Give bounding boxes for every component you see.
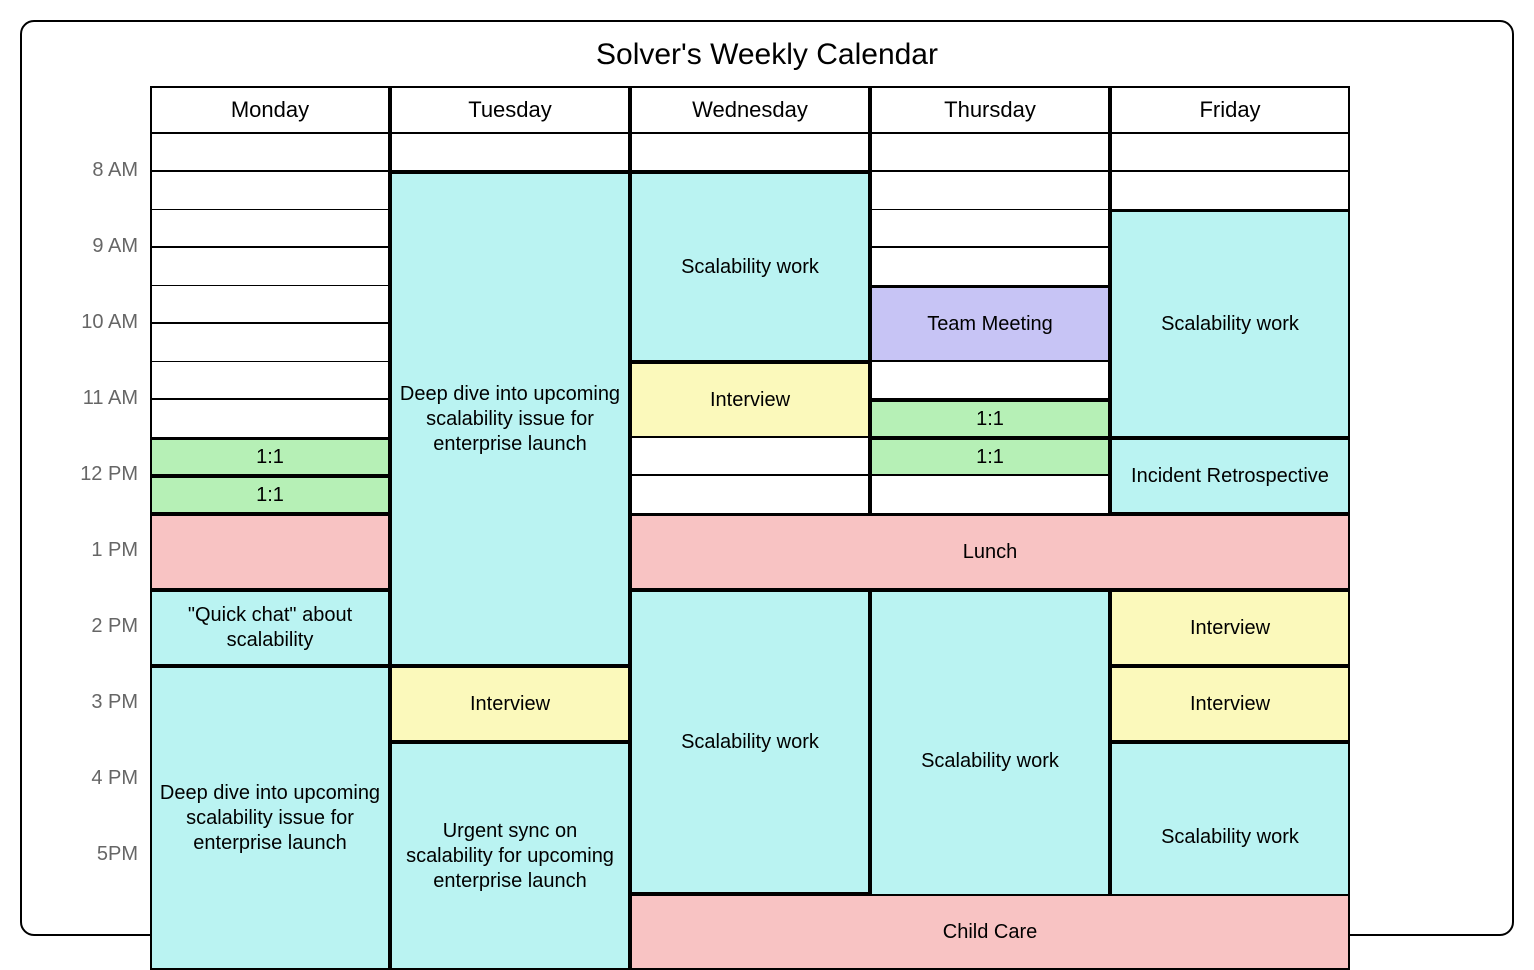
grid-cell bbox=[870, 248, 1110, 286]
time-label: 1 PM bbox=[40, 539, 138, 562]
calendar-event[interactable]: Deep dive into upcoming scalability issu… bbox=[390, 172, 630, 666]
calendar-event[interactable]: 1:1 bbox=[870, 438, 1110, 476]
grid-cell bbox=[150, 362, 390, 400]
grid-cell bbox=[630, 438, 870, 476]
calendar-event[interactable]: Interview bbox=[630, 362, 870, 438]
grid-cell bbox=[150, 324, 390, 362]
time-label: 2 PM bbox=[40, 615, 138, 638]
calendar-event[interactable]: Deep dive into upcoming scalability issu… bbox=[150, 666, 390, 970]
page-title: Solver's Weekly Calendar bbox=[30, 38, 1504, 72]
day-header: Tuesday bbox=[390, 86, 630, 134]
time-label: 5PM bbox=[40, 843, 138, 866]
time-label: 11 AM bbox=[40, 387, 138, 410]
grid-cell bbox=[870, 210, 1110, 248]
calendar-event[interactable]: Incident Retrospective bbox=[1110, 438, 1350, 514]
calendar-event[interactable]: "Quick chat" about scalability bbox=[150, 590, 390, 666]
grid-cell bbox=[150, 400, 390, 438]
time-label: 8 AM bbox=[40, 159, 138, 182]
calendar-event[interactable]: 1:1 bbox=[150, 476, 390, 514]
calendar-event[interactable]: Scalability work bbox=[1110, 210, 1350, 438]
calendar-event[interactable]: 1:1 bbox=[150, 438, 390, 476]
calendar-event[interactable]: 1:1 bbox=[870, 400, 1110, 438]
grid-cell bbox=[630, 134, 870, 172]
grid-cell bbox=[870, 134, 1110, 172]
calendar-event[interactable]: Interview bbox=[1110, 666, 1350, 742]
calendar-frame: Solver's Weekly Calendar MondayTuesdayWe… bbox=[20, 20, 1514, 936]
calendar-event[interactable]: Scalability work bbox=[870, 590, 1110, 932]
day-header: Friday bbox=[1110, 86, 1350, 134]
grid-cell bbox=[150, 286, 390, 324]
calendar-event[interactable]: Team Meeting bbox=[870, 286, 1110, 362]
grid-cell bbox=[150, 210, 390, 248]
grid-cell bbox=[150, 248, 390, 286]
grid-cell bbox=[1110, 134, 1350, 172]
time-label: 9 AM bbox=[40, 235, 138, 258]
calendar-event[interactable] bbox=[150, 514, 390, 590]
grid-cell bbox=[150, 172, 390, 210]
time-label: 12 PM bbox=[40, 463, 138, 486]
calendar-event[interactable]: Urgent sync on scalability for upcoming … bbox=[390, 742, 630, 970]
day-header: Thursday bbox=[870, 86, 1110, 134]
grid-cell bbox=[870, 476, 1110, 514]
time-label: 4 PM bbox=[40, 767, 138, 790]
day-header: Monday bbox=[150, 86, 390, 134]
calendar-event[interactable]: Scalability work bbox=[630, 590, 870, 894]
grid-cell bbox=[150, 134, 390, 172]
grid-cell bbox=[870, 172, 1110, 210]
calendar-event[interactable]: Interview bbox=[390, 666, 630, 742]
grid-cell bbox=[1110, 172, 1350, 210]
time-label: 10 AM bbox=[40, 311, 138, 334]
day-header: Wednesday bbox=[630, 86, 870, 134]
calendar-event[interactable]: Interview bbox=[1110, 590, 1350, 666]
calendar-event[interactable]: Lunch bbox=[630, 514, 1350, 590]
calendar-event[interactable]: Child Care bbox=[630, 894, 1350, 970]
grid-cell bbox=[630, 476, 870, 514]
grid-cell bbox=[390, 134, 630, 172]
calendar-event[interactable]: Scalability work bbox=[630, 172, 870, 362]
grid-cell bbox=[870, 362, 1110, 400]
time-label: 3 PM bbox=[40, 691, 138, 714]
